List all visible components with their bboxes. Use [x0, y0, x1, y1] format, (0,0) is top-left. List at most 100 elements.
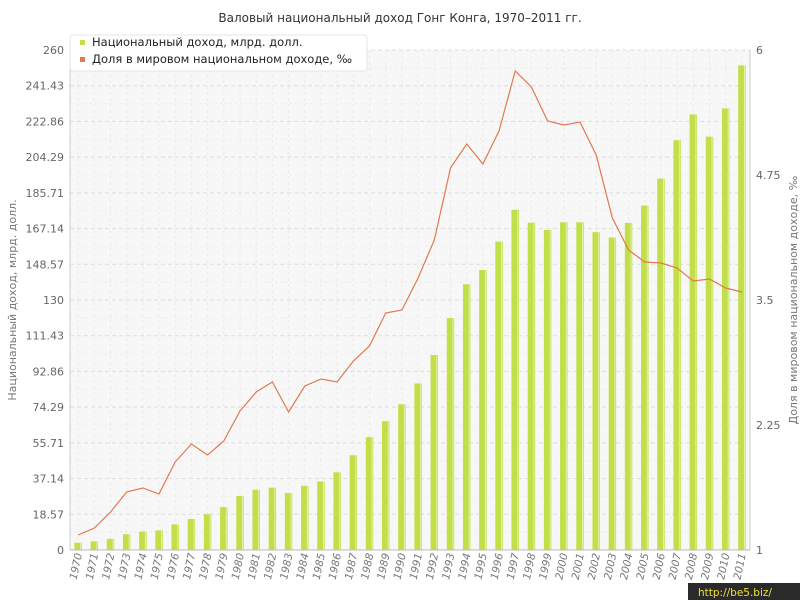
x-tick-label: 2010 — [715, 552, 732, 581]
x-tick-label: 1997 — [505, 552, 522, 581]
y-axis-right-label: Доля в мировом национальном доходе, ‰ — [787, 175, 800, 424]
x-tick-label: 1985 — [311, 552, 328, 581]
y-tick-left-label: 167.14 — [26, 223, 65, 236]
bar — [543, 229, 552, 551]
x-tick-label: 1995 — [473, 552, 490, 581]
y-tick-right-label: 2.25 — [756, 419, 781, 432]
x-tick-label: 1992 — [424, 552, 441, 581]
y-tick-left-label: 55.71 — [33, 437, 65, 450]
bar — [381, 421, 390, 550]
bar — [122, 534, 131, 550]
y-tick-right-label: 4.75 — [756, 169, 781, 182]
legend: Национальный доход, млрд. долл. Доля в м… — [69, 34, 368, 72]
y-tick-left-label: 204.29 — [26, 151, 65, 164]
bar — [608, 237, 617, 550]
bar — [430, 355, 439, 550]
x-tick-label: 2005 — [634, 552, 651, 581]
x-tick-label: 1990 — [392, 552, 409, 581]
x-tick-label: 1984 — [294, 552, 311, 581]
bar — [527, 222, 536, 550]
bar — [106, 538, 115, 550]
legend-marker-share — [80, 57, 85, 62]
grid — [70, 49, 750, 550]
x-tick-label: 1972 — [100, 552, 117, 581]
x-tick-label: 1991 — [408, 552, 425, 581]
bar — [479, 270, 487, 550]
x-tick-label: 1993 — [440, 552, 457, 581]
bar — [203, 514, 212, 550]
bar — [284, 493, 293, 550]
share-line — [77, 69, 743, 536]
bar — [414, 383, 422, 550]
bar — [657, 178, 665, 550]
bar — [187, 519, 196, 550]
bar — [495, 241, 503, 551]
x-tick-label: 1976 — [165, 552, 182, 581]
bar — [252, 489, 260, 550]
bar — [301, 485, 309, 550]
x-tick-label: 1981 — [246, 552, 263, 581]
x-tick-label: 1974 — [133, 552, 150, 581]
bar — [511, 209, 519, 551]
bar — [673, 140, 681, 550]
chart-title: Валовый национальный доход Гонг Конга, 1… — [218, 11, 581, 25]
y-tick-right-label: 6 — [756, 44, 763, 57]
bar — [398, 404, 406, 550]
y-tick-left-label: 185.71 — [26, 187, 65, 200]
watermark-text: http://be5.biz/ — [698, 587, 772, 599]
x-tick-label: 1994 — [456, 552, 473, 581]
axis-lines — [69, 50, 751, 551]
y-tick-left-label: 74.29 — [33, 401, 65, 414]
x-tick-label: 1988 — [359, 552, 376, 581]
x-tick-label: 2003 — [602, 552, 619, 581]
x-tick-label: 2002 — [586, 552, 603, 581]
bar — [462, 284, 471, 550]
legend-label-income: Национальный доход, млрд. долл. — [92, 35, 302, 49]
y-tick-left-label: 241.43 — [26, 80, 65, 93]
bar — [592, 232, 600, 550]
x-tick-label: 1986 — [327, 552, 344, 581]
x-axis-ticks: 1970197119721973197419751976197719781979… — [68, 552, 749, 581]
y-tick-left-label: 18.57 — [33, 508, 65, 521]
bar — [624, 222, 633, 550]
y-tick-left-label: 92.86 — [33, 365, 65, 378]
bar — [333, 472, 341, 550]
x-tick-label: 1979 — [213, 552, 230, 581]
x-tick-label: 1975 — [149, 552, 166, 581]
bar — [90, 541, 99, 550]
bar — [268, 487, 277, 550]
x-tick-label: 1978 — [197, 552, 214, 581]
bar — [446, 318, 455, 550]
x-tick-label: 2011 — [732, 552, 749, 581]
bar — [705, 136, 714, 550]
x-tick-label: 2001 — [570, 552, 587, 581]
y-axis-left-label: Национальный доход, млрд. долл. — [6, 199, 19, 400]
bar — [236, 495, 244, 550]
x-tick-label: 1973 — [116, 552, 133, 581]
y-tick-right-label: 3.5 — [756, 294, 774, 307]
bar — [576, 222, 584, 551]
watermark: http://be5.biz/ — [688, 583, 800, 600]
bar-series — [74, 65, 746, 551]
watermark-background — [688, 583, 800, 600]
x-tick-label: 1980 — [230, 552, 247, 581]
bar — [365, 437, 374, 550]
bar — [171, 524, 179, 550]
x-tick-label: 1996 — [489, 552, 506, 581]
legend-marker-income — [80, 40, 85, 45]
x-tick-label: 2004 — [618, 552, 635, 581]
left-axis-ticks: 0 18.57 37.14 55.71 74.29 92.86 111.43 130 148.5… — [26, 44, 65, 557]
y-tick-left-label: 222.86 — [26, 115, 65, 128]
bar — [155, 530, 163, 550]
y-tick-left-label: 111.43 — [26, 330, 65, 343]
x-tick-label: 1989 — [375, 552, 392, 581]
x-tick-label: 2006 — [651, 552, 668, 581]
x-tick-label: 2000 — [553, 552, 570, 581]
x-tick-label: 1998 — [521, 552, 538, 581]
x-tick-label: 1977 — [181, 552, 198, 581]
bar — [641, 205, 649, 551]
x-tick-label: 1987 — [343, 552, 360, 581]
x-tick-label: 1983 — [278, 552, 295, 581]
bar — [738, 65, 746, 550]
